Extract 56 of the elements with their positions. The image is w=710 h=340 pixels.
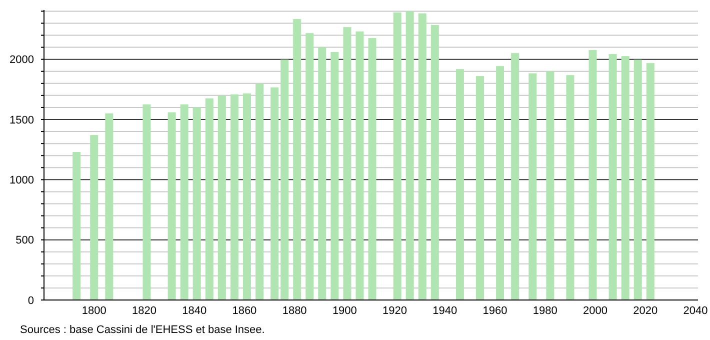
x-tick-label: 1960 bbox=[482, 305, 508, 317]
bar bbox=[270, 87, 279, 300]
bar bbox=[646, 63, 654, 300]
bar bbox=[293, 19, 302, 300]
bar bbox=[476, 76, 484, 300]
bar bbox=[528, 73, 537, 300]
bar bbox=[546, 71, 554, 300]
y-tick-label: 1500 bbox=[10, 114, 34, 126]
x-tick-label: 1900 bbox=[332, 305, 357, 317]
bar bbox=[168, 112, 176, 300]
bar bbox=[566, 75, 574, 300]
bar bbox=[343, 27, 352, 300]
bar bbox=[621, 56, 630, 300]
bar bbox=[105, 113, 114, 300]
y-tick-label: 500 bbox=[16, 234, 34, 247]
bar bbox=[90, 135, 98, 300]
x-tick-label: 1840 bbox=[182, 305, 207, 317]
x-tick-label: 1800 bbox=[82, 305, 106, 317]
x-tick-label: 1980 bbox=[532, 305, 558, 317]
bar bbox=[280, 60, 289, 300]
y-tick-label: 1000 bbox=[10, 174, 34, 187]
bar bbox=[368, 38, 376, 300]
bar bbox=[430, 25, 439, 300]
x-tick-label: 1940 bbox=[432, 305, 458, 317]
bar bbox=[72, 152, 81, 300]
bar bbox=[496, 66, 504, 300]
y-tick-label: 2000 bbox=[10, 54, 34, 66]
x-tick-label: 2040 bbox=[683, 305, 708, 317]
bar bbox=[393, 12, 402, 300]
bar bbox=[180, 104, 188, 300]
bar bbox=[318, 47, 326, 300]
x-tick-label: 1860 bbox=[232, 305, 257, 317]
bar bbox=[330, 52, 339, 300]
bar bbox=[634, 60, 642, 300]
source-note: Sources : base Cassini de l'EHESS et base Insee. bbox=[20, 324, 265, 336]
bar bbox=[511, 53, 520, 300]
bar bbox=[588, 50, 597, 300]
x-tick-label: 1920 bbox=[382, 305, 408, 317]
bar bbox=[418, 13, 426, 300]
bar bbox=[205, 98, 214, 300]
bar bbox=[255, 84, 264, 300]
bar bbox=[242, 93, 251, 300]
bar bbox=[192, 107, 201, 300]
bar bbox=[456, 69, 464, 300]
x-tick-label: 2020 bbox=[633, 305, 658, 317]
bar bbox=[406, 11, 414, 300]
bar bbox=[608, 54, 617, 300]
x-tick-label: 1880 bbox=[282, 305, 307, 317]
bar bbox=[356, 31, 364, 300]
x-tick-label: 1820 bbox=[132, 305, 156, 317]
bar bbox=[230, 94, 238, 300]
x-tick-label: 2000 bbox=[583, 305, 608, 317]
y-tick-label: 0 bbox=[28, 294, 34, 307]
bar bbox=[218, 96, 226, 300]
bar bbox=[142, 104, 151, 300]
bar bbox=[306, 33, 314, 300]
